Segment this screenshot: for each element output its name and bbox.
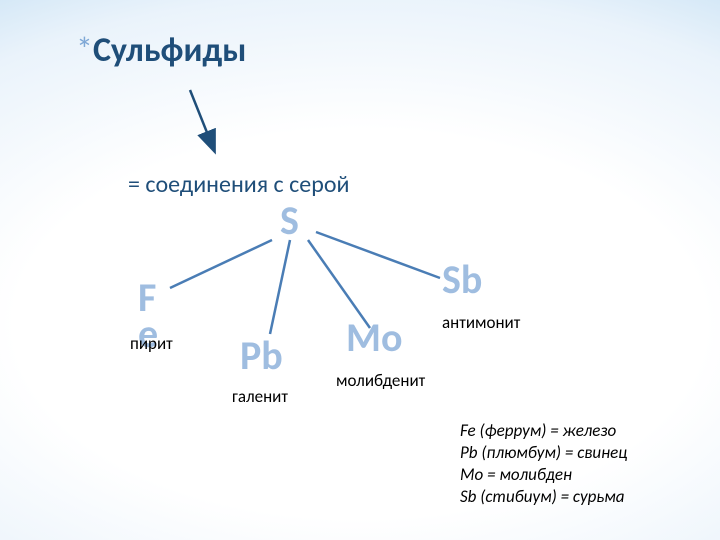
subtitle: = соединения с серой [128,170,349,199]
legend: Fe (феррум) = железоPb (плюмбум) = свине… [460,420,627,508]
title-text: Сульфиды [93,30,246,71]
branch-line-3 [316,232,440,278]
title-star: * [76,30,93,71]
legend-line-0: Fe (феррум) = железо [460,420,627,442]
branch-line-1 [270,240,290,334]
title-arrow [190,90,214,150]
branch-node-2: Mo [346,320,402,356]
legend-line-3: Sb (стибиум) = сурьма [460,486,627,508]
branch-line-0 [170,240,272,288]
mineral-label-3: антимонит [442,312,520,333]
branch-node-1: Pb [240,338,283,374]
branch-node-3: Sb [442,262,482,298]
slide: *Сульфиды = соединения с серой S Feпирит… [0,0,720,540]
slide-title: *Сульфиды [76,34,246,68]
mineral-label-1: галенит [232,386,288,407]
mineral-label-0: пирит [130,333,173,354]
mineral-label-2: молибденит [336,370,425,391]
legend-line-2: Mo = молибден [460,464,627,486]
center-node: S [280,196,299,245]
legend-line-1: Pb (плюмбум) = свинец [460,442,627,464]
